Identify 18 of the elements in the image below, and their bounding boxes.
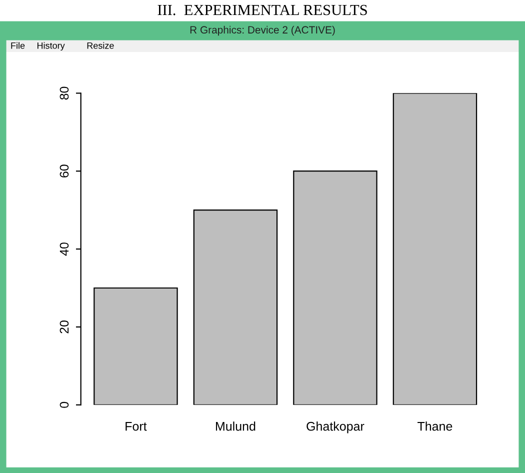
text: History bbox=[37, 42, 65, 51]
x-tick-label: Fort bbox=[126, 422, 147, 431]
y-tick-label: 60 bbox=[60, 164, 69, 178]
text: File bbox=[11, 42, 25, 49]
x-tick-label: Thane bbox=[418, 422, 452, 431]
text: III. EXPERIMENTAL RESULTS bbox=[158, 4, 367, 16]
x-tick-label: Mulund bbox=[216, 422, 256, 431]
bar bbox=[293, 170, 378, 405]
y-tick-label: 40 bbox=[60, 242, 69, 256]
bar bbox=[392, 93, 478, 405]
bar bbox=[193, 210, 278, 405]
x-tick-label: Ghatkopar bbox=[306, 422, 364, 434]
bar bbox=[94, 287, 178, 405]
text: R Graphics: Device 2 (ACTIVE) bbox=[190, 26, 335, 36]
y-tick-label: 80 bbox=[60, 86, 69, 100]
y-tick-label: 20 bbox=[60, 320, 69, 334]
y-tick-label: 0 bbox=[60, 402, 69, 408]
text: Resize bbox=[87, 42, 114, 49]
